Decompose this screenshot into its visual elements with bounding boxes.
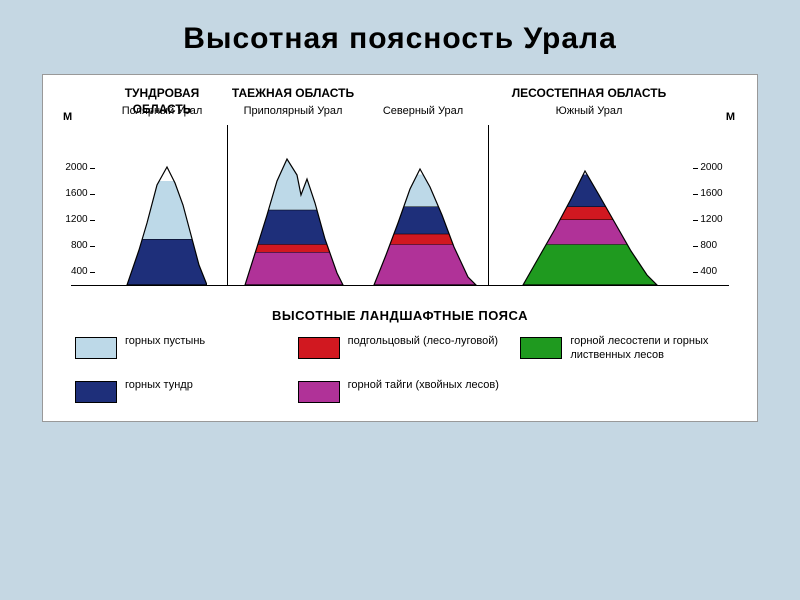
- legend-label: подгольцовый (лесо-луговой): [348, 335, 498, 349]
- axis-tick: 400: [63, 259, 94, 285]
- legend-title: ВЫСОТНЫЕ ЛАНДШАФТНЫЕ ПОЯСА: [51, 308, 749, 323]
- region-1: ТАЕЖНАЯ ОБЛАСТЬ Приполярный Урал: [228, 85, 358, 285]
- legend-swatch: [298, 337, 340, 359]
- legend-label: горных тундр: [125, 379, 193, 393]
- mountain: [519, 155, 659, 285]
- zone-lesostep: [519, 245, 659, 285]
- region-group-label: [421, 85, 424, 101]
- zone-podgol: [519, 207, 659, 221]
- axis-tick: 800: [693, 233, 724, 259]
- zone-gorn_tundr: [519, 175, 659, 209]
- zone-gorn_taiga: [241, 253, 345, 286]
- axis-tick: 1200: [63, 207, 94, 233]
- legend-swatch: [298, 381, 340, 403]
- zone-gorn_tundr: [368, 207, 478, 235]
- region-label: Полярный Урал: [122, 103, 203, 119]
- legend-item-gorn_pustyn: горных пустынь: [75, 335, 280, 363]
- axis-tick: 400: [693, 259, 724, 285]
- page-title: Высотная поясность Урала: [0, 0, 800, 74]
- region-group-label: ЛЕСОСТЕПНАЯ ОБЛАСТЬ: [512, 85, 667, 101]
- chart-container: М М 200016001200800400ТУНДРОВАЯ ОБЛАСТЬП…: [42, 74, 758, 422]
- region-3: ЛЕСОСТЕПНАЯ ОБЛАСТЬ Южный Урал: [489, 85, 689, 285]
- axis-tick: 1600: [63, 181, 94, 207]
- zone-podgol: [368, 234, 478, 245]
- legend-item-gorn_taiga: горной тайги (хвойных лесов): [298, 379, 503, 403]
- legend: горных пустынь подгольцовый (лесо-луговой…: [51, 323, 749, 409]
- axis-tick: 2000: [693, 155, 724, 181]
- legend-item-podgol: подгольцовый (лесо-луговой): [298, 335, 503, 363]
- regions-row: 200016001200800400ТУНДРОВАЯ ОБЛАСТЬПоляр…: [51, 85, 749, 285]
- axis-tick: 1200: [693, 207, 724, 233]
- legend-swatch: [75, 337, 117, 359]
- legend-item-gorn_tundr: горных тундр: [75, 379, 280, 403]
- legend-item-lesostep: горной лесостепи и горных лиственных лес…: [520, 335, 725, 363]
- zone-gorn_taiga: [519, 220, 659, 246]
- baseline: [71, 285, 729, 286]
- legend-swatch: [520, 337, 562, 359]
- zone-gorn_pustyn: [117, 181, 207, 241]
- region-2: Северный Урал: [358, 85, 488, 285]
- region-label: Южный Урал: [556, 103, 623, 119]
- region-label: Приполярный Урал: [244, 103, 343, 119]
- region-label: Северный Урал: [383, 103, 463, 119]
- mountain: [368, 155, 478, 285]
- mountain: [241, 155, 345, 285]
- region-group-label: ТУНДРОВАЯ ОБЛАСТЬ: [97, 85, 227, 101]
- zone-gorn_pustyn: [368, 175, 478, 209]
- axis-tick: 1600: [693, 181, 724, 207]
- zone-gorn_taiga: [368, 245, 478, 285]
- legend-label: горной тайги (хвойных лесов): [348, 379, 499, 393]
- zone-gorn_tundr: [241, 210, 345, 245]
- axis-tick: 800: [63, 233, 94, 259]
- region-group-label: ТАЕЖНАЯ ОБЛАСТЬ: [232, 85, 354, 101]
- legend-label: горных пустынь: [125, 335, 205, 349]
- region-0: ТУНДРОВАЯ ОБЛАСТЬ Полярный Урал: [97, 85, 227, 285]
- legend-swatch: [75, 381, 117, 403]
- legend-label: горной лесостепи и горных лиственных лес…: [570, 335, 725, 363]
- axis-tick: 2000: [63, 155, 94, 181]
- zone-gorn_pustyn: [241, 155, 345, 211]
- mountain: [117, 155, 207, 285]
